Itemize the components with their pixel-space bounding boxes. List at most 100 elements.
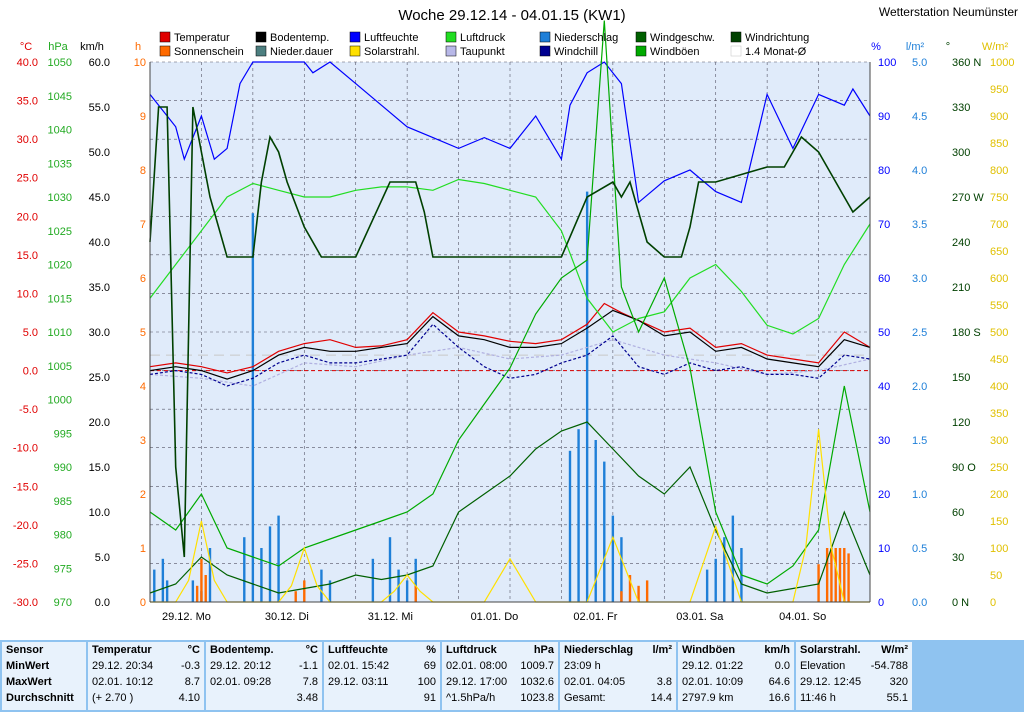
tick-label-hours: 4 [140,381,146,393]
tick-label-rain: 5.0 [912,57,927,69]
tick-label-humidity: 10 [878,543,890,555]
series-bodentemp [149,309,871,380]
stats-label: 29.12. 20:12 [210,660,272,672]
bar-niederschlag [251,213,255,602]
legend-label: Luftdruck [460,32,506,44]
bar-sonnenschein [645,580,649,602]
tick-label-pressure: 1025 [48,226,72,238]
stats-column: Luftfeuchte% 02.01. 15:42 69 29.12. 03:11 10… [324,642,440,710]
stats-row: 29.12. 20:34 -0.3 [92,658,200,674]
day-label: 31.12. Mi [368,611,413,623]
legend-swatch [635,45,647,57]
tick-label-rain: 4.5 [912,111,927,123]
legend-swatch [255,45,267,57]
bar-niederschlag [243,537,246,602]
stats-row: 02.01. 08:00 1009.7 [446,658,554,674]
tick-label-hours: 8 [140,165,146,177]
tick-label-solar: 650 [990,246,1008,258]
stats-row: ^1.5hPa/h 1023.8 [446,690,554,706]
stats-row: Durchschnitt [6,690,82,706]
tick-label-solar: 50 [990,570,1002,582]
bar-niederschlag [388,537,392,602]
legend-label: Nieder.dauer [270,46,333,58]
day-label: 02.01. Fr [573,611,617,623]
legend-swatch [349,31,361,43]
stats-unit: °C [305,644,318,656]
tick-label-rain: 0.0 [912,597,927,609]
stats-value: -0.3 [181,660,200,672]
stats-header: Windböen [682,644,736,656]
stats-row: MaxWert [6,674,82,690]
tick-label-solar: 800 [990,165,1008,177]
legend-swatch [730,45,742,57]
tick-label-solar: 750 [990,192,1008,204]
tick-label-wind: 45.0 [89,192,110,204]
stats-label: Elevation [800,660,846,672]
tick-label-direction: 30 [952,552,964,564]
stats-row: 02.01. 04:05 3.8 [564,674,672,690]
tick-label-solar: 550 [990,300,1008,312]
stats-header: Sensor [6,644,44,656]
stats-row: 91 [328,690,436,706]
stats-header: Luftdruck [446,644,497,656]
stats-value: 0.0 [774,660,790,672]
tick-label-humidity: 60 [878,273,890,285]
bar-niederschlag [705,569,709,602]
stats-label: 23:09 h [564,660,601,672]
tick-label-wind: 55.0 [89,102,110,114]
tick-label-temp: 40.0 [17,57,38,69]
tick-label-temp: 15.0 [17,250,38,262]
legend-label: Windrichtung [745,32,809,44]
stats-row: Elevation -54.788 [800,658,908,674]
stats-header: Temperatur [92,644,152,656]
stats-value: 91 [423,692,436,704]
legend: Temperatur Bodentemp. Luftfeuchte Luftdruck… [159,31,809,58]
tick-label-wind: 30.0 [89,327,110,339]
tick-label-direction: 210 [952,282,970,294]
tick-label-direction: 360 N [952,57,981,69]
tick-label-wind: 60.0 [89,57,110,69]
stats-row: Bodentemp. °C [210,642,318,658]
bar-sonnenschein [294,591,297,602]
bar-niederschlag [714,558,717,602]
series-windchill [149,323,871,387]
tick-label-pressure: 1010 [48,327,72,339]
tick-label-rain: 0.5 [912,543,927,555]
bar-niederschlag [371,558,375,602]
axis-unit-wind: km/h [80,41,104,53]
legend-swatch [445,31,457,43]
tick-label-humidity: 90 [878,111,890,123]
tick-label-pressure: 1020 [48,260,72,272]
bar-niederschlag [268,526,272,602]
tick-label-rain: 1.0 [912,489,927,501]
tick-label-direction: 120 [952,417,970,429]
tick-label-hours: 1 [140,543,146,555]
stats-value: 1032.6 [520,676,554,688]
stats-label: 02.01. 09:28 [210,676,272,688]
legend-label: Windchill [554,46,598,58]
tick-label-pressure: 1015 [48,293,72,305]
stats-label: 11:46 h [800,692,836,704]
tick-label-rain: 4.0 [912,165,927,177]
tick-label-pressure: 1005 [48,361,72,373]
tick-label-direction: 90 O [952,462,976,474]
stats-row: 29.12. 01:22 0.0 [682,658,790,674]
day-label: 03.01. Sa [676,611,724,623]
series-windrichtung [149,106,871,558]
stats-row: Gesamt: 14.4 [564,690,672,706]
bar-niederschlag [208,548,212,602]
grid-lines [149,61,871,603]
stats-value: 7.8 [302,676,318,688]
legend-label: Taupunkt [460,46,505,58]
axis-unit-hours: h [135,41,141,53]
tick-label-pressure: 970 [54,597,72,609]
series-windben [149,20,871,585]
tick-label-rain: 3.0 [912,273,927,285]
bar-sonnenschein [830,548,833,602]
legend-swatch [349,45,361,57]
legend-label: Niederschlag [554,32,618,44]
bar-sonnenschein [414,585,417,602]
bar-sonnenschein [834,548,837,602]
tick-label-temp: -10.0 [13,443,38,455]
tick-label-rain: 2.5 [912,327,927,339]
